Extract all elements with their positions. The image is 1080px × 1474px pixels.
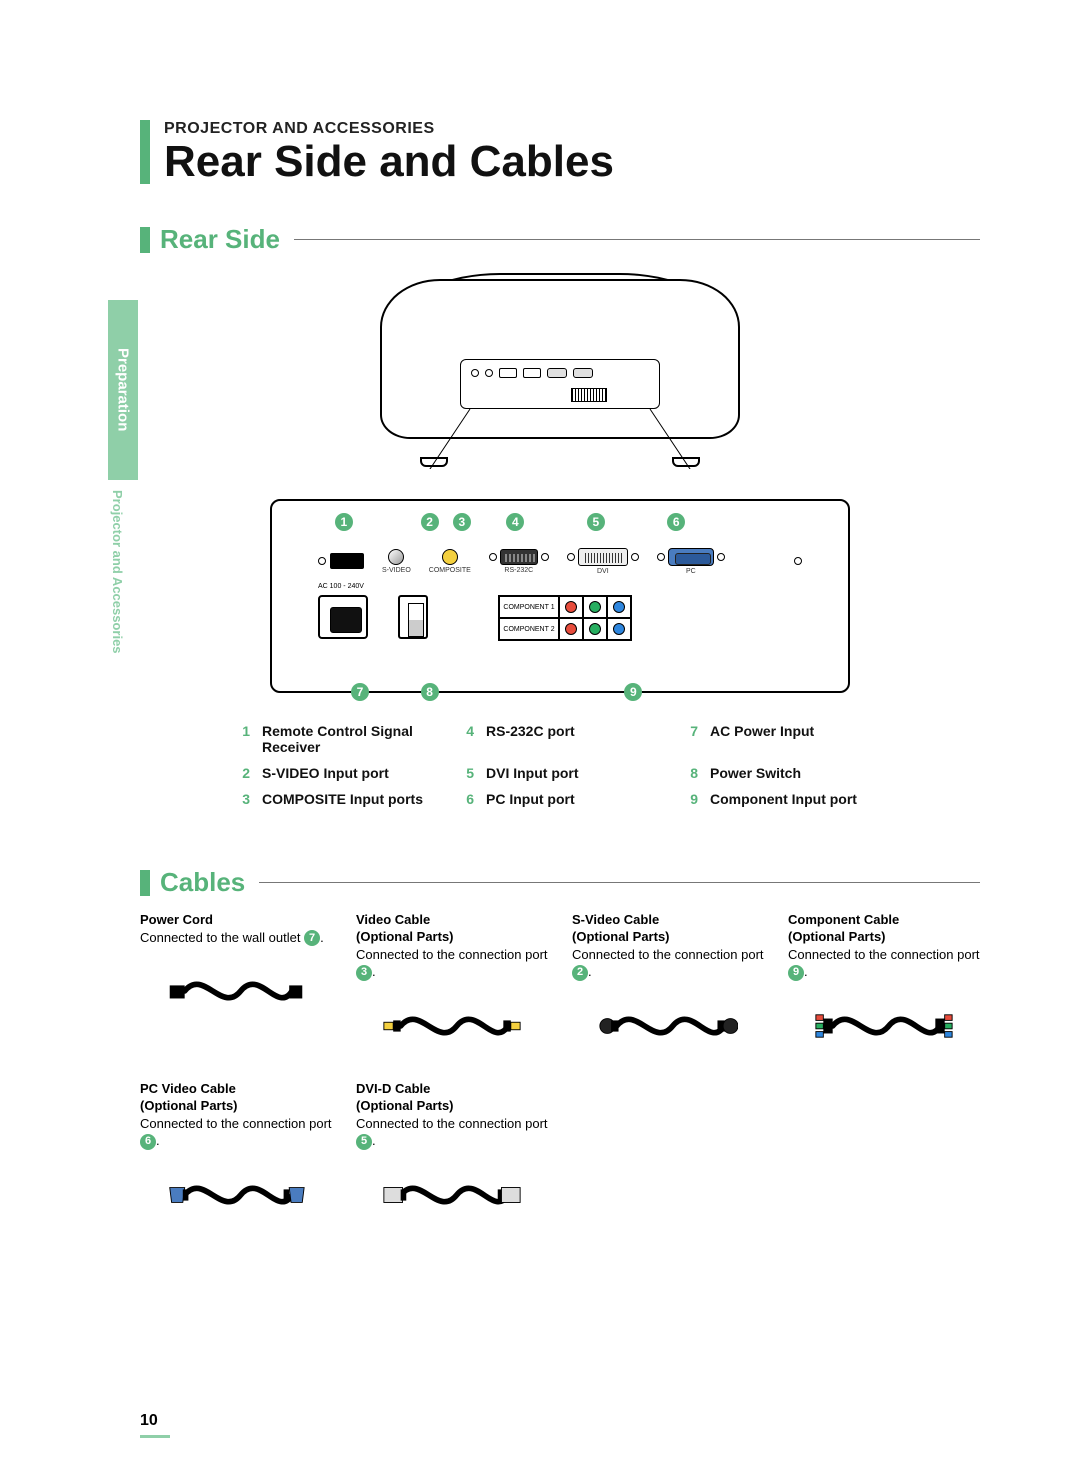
legend-num: 3 (230, 791, 250, 807)
callout-badge-4: 4 (506, 513, 524, 531)
callout-badge-5: 5 (587, 513, 605, 531)
port-badge: 3 (356, 965, 372, 981)
section-title-cables: Cables (160, 867, 245, 898)
section-rear-side: Rear Side (140, 224, 980, 255)
legend-num: 2 (230, 765, 250, 781)
power-switch-icon (398, 595, 428, 639)
component-ports-icon: COMPONENT 1 COMPONENT 2 (498, 595, 632, 641)
cable-item: DVI-D Cable(Optional Parts)Connected to … (356, 1081, 548, 1230)
cable-illustration (140, 956, 332, 1026)
cable-illustration (356, 991, 548, 1061)
legend-label: AC Power Input (710, 723, 890, 755)
legend-num: 5 (454, 765, 474, 781)
callout-badge-6: 6 (667, 513, 685, 531)
section-bar-icon (140, 227, 150, 253)
cable-illustration (140, 1160, 332, 1230)
section-rule (259, 882, 980, 883)
section-title-rear: Rear Side (160, 224, 280, 255)
title-block: PROJECTOR AND ACCESSORIES Rear Side and … (140, 120, 980, 184)
callout-badge-1: 1 (335, 513, 353, 531)
port-badge: 6 (140, 1134, 156, 1150)
callout-badge-2: 2 (421, 513, 439, 531)
ir-receiver-icon (330, 553, 364, 569)
rear-legend: 1 Remote Control Signal Receiver 4 RS-232C … (230, 723, 890, 807)
svideo-port-icon (388, 549, 404, 565)
port-badge: 5 (356, 1134, 372, 1150)
cable-item: Power CordConnected to the wall outlet 7… (140, 912, 332, 1061)
legend-label: Remote Control Signal Receiver (262, 723, 442, 755)
callout-badge-8: 8 (421, 683, 439, 701)
dvi-port-icon (578, 548, 628, 566)
port-badge: 7 (304, 930, 320, 946)
rear-diagram: 123456 S-VIDEO COMPOSITE RS-232C (200, 269, 920, 807)
cables-grid: Power CordConnected to the wall outlet 7… (140, 912, 980, 1230)
page-title: Rear Side and Cables (164, 140, 980, 184)
cable-item: PC Video Cable(Optional Parts)Connected … (140, 1081, 332, 1230)
port-badge: 2 (572, 965, 588, 981)
dvi-label: DVI (597, 568, 609, 575)
cable-item: Component Cable(Optional Parts)Connected… (788, 912, 980, 1061)
legend-label: Component Input port (710, 791, 890, 807)
projector-illustration (360, 269, 760, 469)
section-bar-icon (140, 870, 150, 896)
svideo-label: S-VIDEO (382, 567, 411, 574)
component2-label: COMPONENT 2 (499, 618, 559, 640)
rs232-label: RS-232C (504, 567, 533, 574)
legend-label: PC Input port (486, 791, 666, 807)
pc-port-icon (668, 548, 714, 566)
cable-item: Video Cable(Optional Parts)Connected to … (356, 912, 548, 1061)
rear-panel-enlarged: 123456 S-VIDEO COMPOSITE RS-232C (270, 499, 850, 693)
legend-label: RS-232C port (486, 723, 666, 755)
legend-label: DVI Input port (486, 765, 666, 781)
callout-badge-7: 7 (351, 683, 369, 701)
cable-item: S-Video Cable(Optional Parts)Connected t… (572, 912, 764, 1061)
section-rule (294, 239, 980, 240)
cable-illustration (788, 991, 980, 1061)
legend-num: 7 (678, 723, 698, 755)
callout-badge-3: 3 (453, 513, 471, 531)
ac-label: AC 100 - 240V (318, 583, 364, 590)
page-number-bar (140, 1435, 170, 1438)
page-content: PROJECTOR AND ACCESSORIES Rear Side and … (0, 0, 1080, 1270)
legend-label: S-VIDEO Input port (262, 765, 442, 781)
legend-num: 1 (230, 723, 250, 755)
legend-label: Power Switch (710, 765, 890, 781)
legend-num: 8 (678, 765, 698, 781)
pc-label: PC (686, 568, 696, 575)
kicker: PROJECTOR AND ACCESSORIES (164, 120, 980, 138)
composite-port-icon (442, 549, 458, 565)
legend-num: 9 (678, 791, 698, 807)
page-number: 10 (140, 1412, 158, 1430)
legend-num: 4 (454, 723, 474, 755)
port-badge: 9 (788, 965, 804, 981)
legend-label: COMPOSITE Input ports (262, 791, 442, 807)
cable-illustration (356, 1160, 548, 1230)
ac-input-icon (318, 595, 368, 639)
section-cables: Cables (140, 867, 980, 898)
legend-num: 6 (454, 791, 474, 807)
composite-label: COMPOSITE (429, 567, 471, 574)
callout-badge-9: 9 (624, 683, 642, 701)
component1-label: COMPONENT 1 (499, 596, 559, 618)
cable-illustration (572, 991, 764, 1061)
rs232-port-icon (500, 549, 538, 565)
